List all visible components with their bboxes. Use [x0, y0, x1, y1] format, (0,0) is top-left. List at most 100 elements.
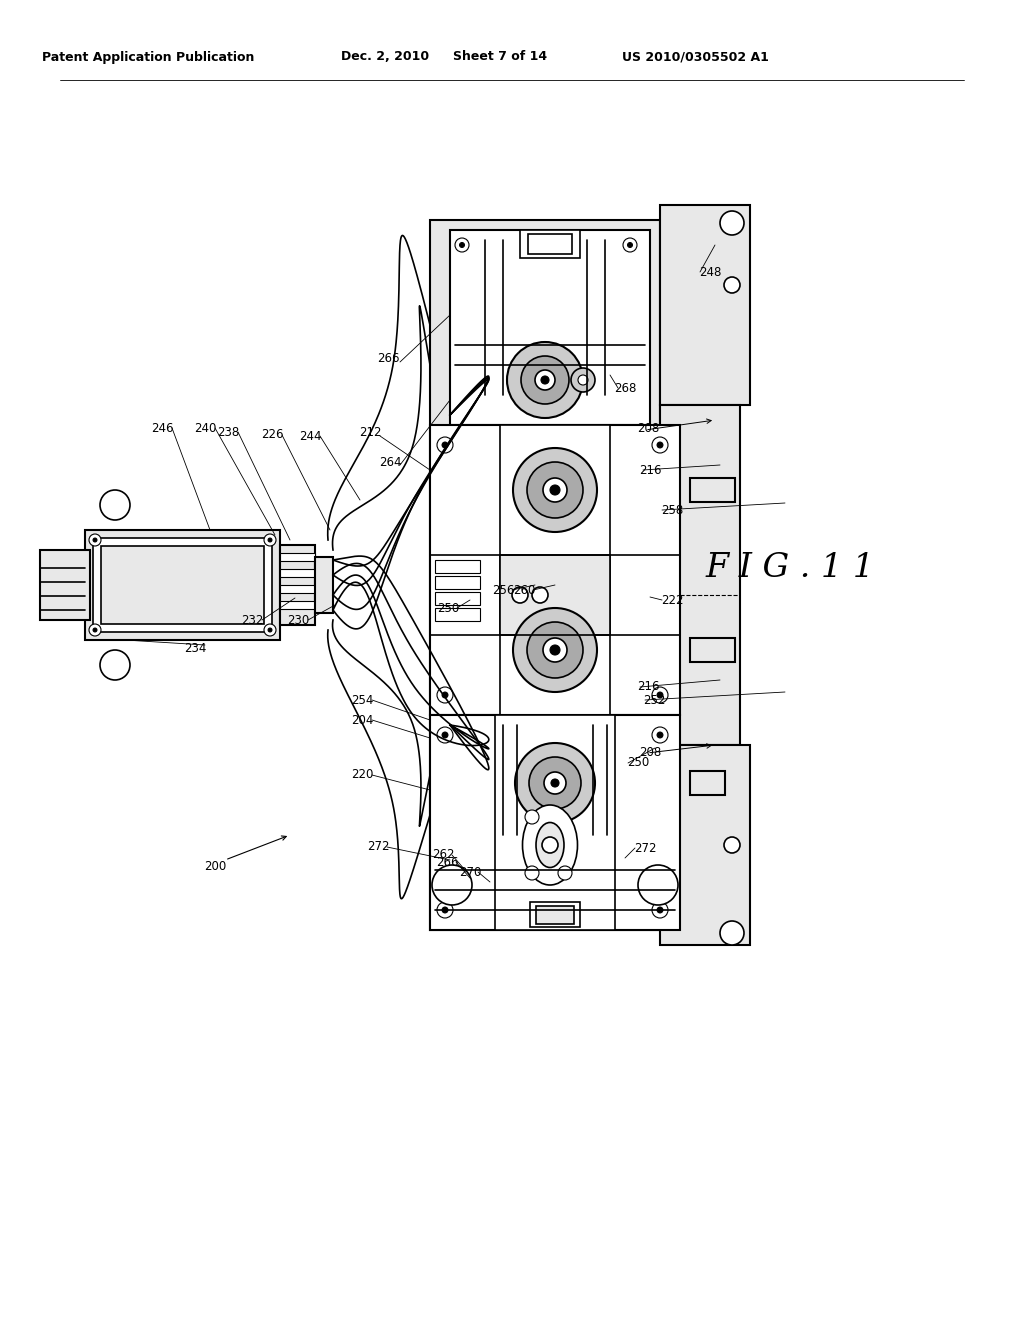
Bar: [280, 585, 315, 593]
Text: 252: 252: [643, 693, 666, 706]
Bar: [85, 531, 280, 640]
Circle shape: [551, 779, 559, 787]
Bar: [450, 230, 650, 425]
Bar: [536, 906, 574, 924]
Text: 272: 272: [367, 841, 389, 854]
Text: 208: 208: [639, 746, 662, 759]
Text: 212: 212: [358, 426, 381, 440]
Text: 240: 240: [194, 421, 216, 434]
Bar: [690, 638, 735, 663]
Text: 232: 232: [241, 614, 263, 627]
Bar: [435, 560, 480, 573]
Text: 266: 266: [436, 855, 459, 869]
Text: 250: 250: [627, 756, 649, 770]
Circle shape: [527, 462, 583, 517]
Circle shape: [571, 368, 595, 392]
Circle shape: [513, 609, 597, 692]
Circle shape: [542, 837, 558, 853]
Text: 264: 264: [379, 455, 401, 469]
Text: 254: 254: [351, 693, 373, 706]
Circle shape: [268, 628, 272, 632]
Bar: [495, 715, 615, 931]
Circle shape: [268, 539, 272, 543]
Circle shape: [442, 733, 449, 738]
Circle shape: [515, 743, 595, 822]
Text: 262: 262: [432, 849, 455, 862]
Circle shape: [100, 490, 130, 520]
Circle shape: [657, 733, 663, 738]
Circle shape: [623, 238, 637, 252]
Text: 216: 216: [637, 681, 659, 693]
Text: 238: 238: [217, 425, 240, 438]
Text: 260: 260: [513, 583, 536, 597]
Circle shape: [432, 865, 472, 906]
Bar: [101, 546, 264, 624]
Circle shape: [525, 810, 539, 824]
Bar: [280, 545, 315, 624]
Bar: [660, 744, 750, 945]
Circle shape: [532, 587, 548, 603]
Circle shape: [460, 243, 465, 248]
Text: 230: 230: [287, 614, 309, 627]
Text: Sheet 7 of 14: Sheet 7 of 14: [453, 50, 547, 63]
Bar: [500, 554, 610, 635]
Circle shape: [442, 442, 449, 447]
Text: 256: 256: [492, 583, 514, 597]
Bar: [528, 234, 572, 253]
Text: 234: 234: [184, 642, 206, 655]
Bar: [280, 553, 315, 561]
Text: Patent Application Publication: Patent Application Publication: [42, 50, 254, 63]
Circle shape: [558, 866, 572, 880]
Circle shape: [544, 772, 566, 795]
Text: 266: 266: [377, 351, 399, 364]
Bar: [430, 220, 660, 931]
Circle shape: [652, 686, 668, 704]
Circle shape: [543, 638, 567, 663]
Circle shape: [550, 484, 560, 495]
Ellipse shape: [536, 822, 564, 867]
Circle shape: [100, 649, 130, 680]
Circle shape: [512, 587, 528, 603]
Circle shape: [507, 342, 583, 418]
Text: 226: 226: [261, 429, 284, 441]
Text: 222: 222: [660, 594, 683, 606]
Bar: [430, 425, 680, 715]
Circle shape: [521, 356, 569, 404]
Text: 244: 244: [299, 429, 322, 442]
Circle shape: [525, 866, 539, 880]
Circle shape: [535, 370, 555, 389]
Circle shape: [543, 478, 567, 502]
Circle shape: [264, 624, 276, 636]
Circle shape: [264, 535, 276, 546]
Text: 204: 204: [351, 714, 373, 726]
Circle shape: [442, 692, 449, 698]
Text: 268: 268: [613, 381, 636, 395]
Circle shape: [724, 277, 740, 293]
Bar: [280, 569, 315, 577]
Bar: [315, 557, 333, 612]
Bar: [435, 609, 480, 620]
Text: US 2010/0305502 A1: US 2010/0305502 A1: [622, 50, 768, 63]
Text: 248: 248: [698, 265, 721, 279]
Circle shape: [442, 907, 449, 913]
Circle shape: [93, 539, 97, 543]
Text: 216: 216: [639, 463, 662, 477]
Bar: [430, 715, 680, 931]
Text: Dec. 2, 2010: Dec. 2, 2010: [341, 50, 429, 63]
Circle shape: [652, 437, 668, 453]
Bar: [93, 539, 272, 632]
Bar: [500, 425, 610, 715]
Circle shape: [652, 902, 668, 917]
Circle shape: [541, 376, 549, 384]
Circle shape: [724, 837, 740, 853]
Circle shape: [437, 686, 453, 704]
Text: 258: 258: [660, 503, 683, 516]
Text: 220: 220: [351, 768, 373, 781]
Circle shape: [437, 902, 453, 917]
Circle shape: [437, 727, 453, 743]
Circle shape: [529, 756, 581, 809]
Bar: [520, 230, 580, 257]
Circle shape: [513, 447, 597, 532]
Text: 208: 208: [637, 421, 659, 434]
Circle shape: [628, 243, 633, 248]
